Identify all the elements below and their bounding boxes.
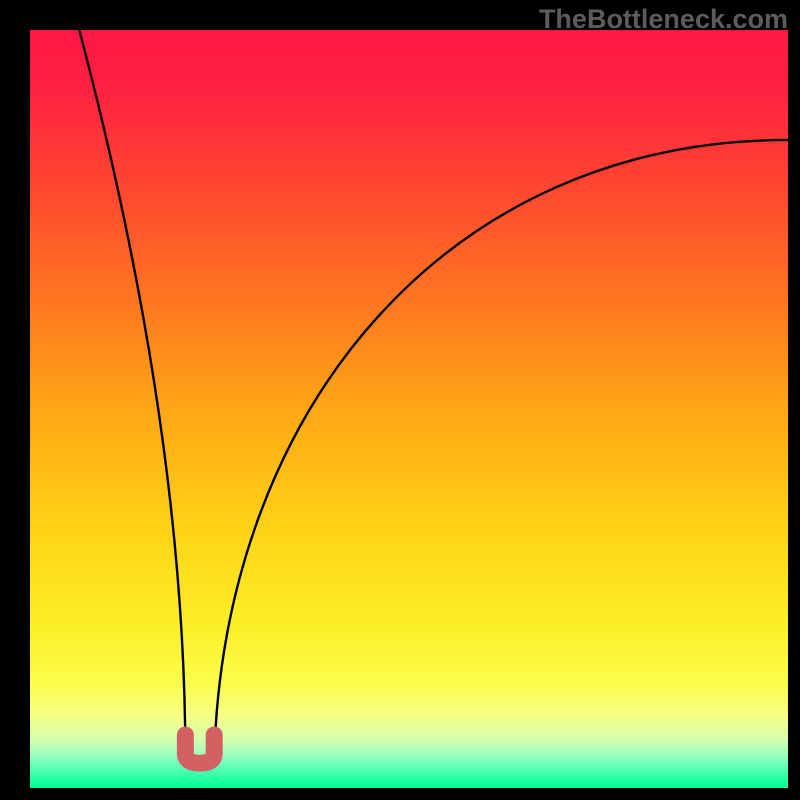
gradient-background: [30, 30, 788, 788]
chart-canvas: [0, 0, 800, 800]
plot-area: [30, 30, 788, 788]
watermark-text: TheBottleneck.com: [539, 4, 788, 35]
